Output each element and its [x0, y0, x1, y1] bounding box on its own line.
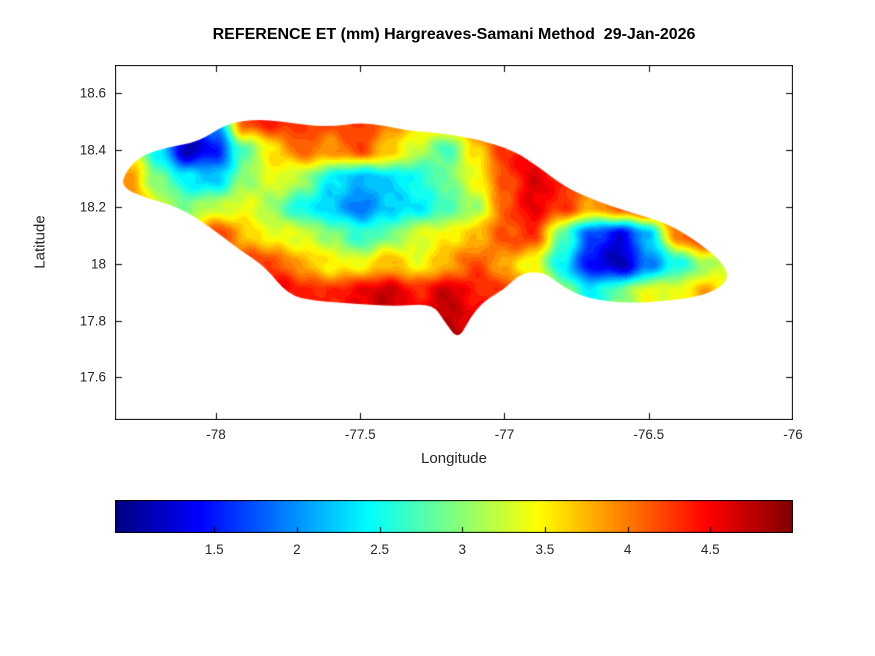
y-tick-label: 18.4	[79, 142, 106, 158]
colorbar-tick-label: 4	[623, 542, 632, 557]
x-tick-label: -76	[783, 427, 803, 442]
colorbar-tick-label: 4.5	[700, 542, 720, 557]
x-tick-label: -77	[494, 427, 515, 442]
y-tick-label: 18.2	[79, 199, 106, 215]
colorbar-tick-label: 1.5	[204, 542, 224, 557]
y-tick-label: 18.6	[79, 85, 106, 101]
x-tick-label: -77.5	[344, 427, 376, 442]
map-canvas	[115, 65, 793, 420]
y-tick-label: 18	[90, 256, 106, 272]
x-axis-label: Longitude	[421, 450, 487, 467]
plot-area	[115, 65, 793, 420]
colorbar-tick-label: 2	[293, 542, 301, 557]
colorbar-tick-label: 2.5	[370, 542, 389, 557]
x-tick-label: -78	[206, 427, 226, 442]
x-tick-label: -76.5	[633, 427, 665, 442]
colorbar-gradient	[115, 500, 793, 533]
y-tick-label: 17.8	[79, 313, 106, 329]
colorbar-tick-label: 3	[458, 542, 467, 557]
chart-title: REFERENCE ET (mm) Hargreaves-Samani Meth…	[212, 26, 696, 43]
colorbar	[115, 500, 793, 533]
y-tick-label: 17.6	[79, 369, 106, 385]
y-axis-label: Latitude	[31, 215, 49, 269]
colorbar-tick-label: 3.5	[535, 542, 555, 557]
